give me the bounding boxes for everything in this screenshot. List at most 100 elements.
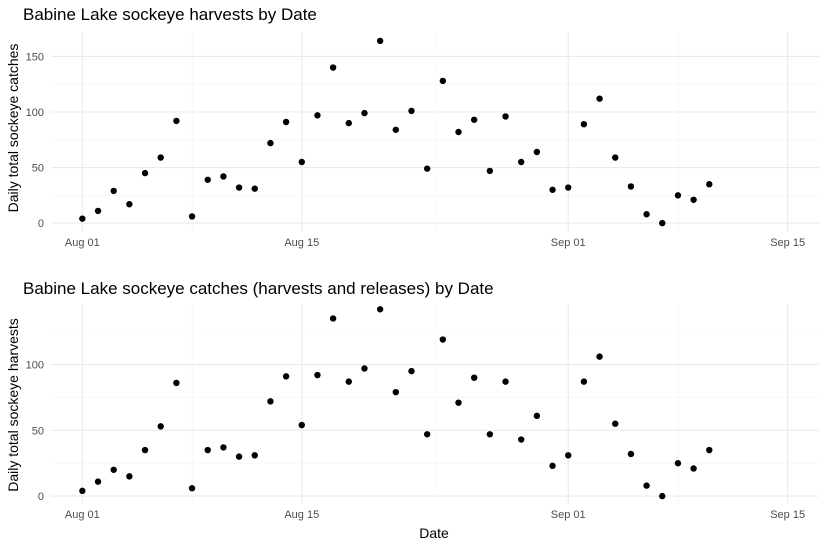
data-point [345, 378, 352, 385]
data-point [706, 181, 713, 188]
data-point [94, 207, 102, 215]
data-point [220, 173, 227, 180]
x-tick-label: Aug 01 [65, 509, 100, 521]
y-tick-label: 100 [26, 107, 44, 119]
data-point [596, 353, 603, 360]
data-point [502, 378, 509, 385]
data-point [173, 379, 180, 387]
x-axis-title: Date [419, 525, 449, 541]
data-point [690, 196, 697, 203]
data-point [706, 446, 713, 454]
data-point [502, 113, 509, 120]
data-point [235, 184, 243, 191]
data-point [659, 492, 666, 500]
data-point [220, 444, 227, 451]
chart-title: Babine Lake sockeye catches (harvests an… [23, 279, 494, 298]
data-point [126, 473, 133, 480]
data-point [345, 119, 352, 127]
data-point [580, 378, 588, 385]
data-point [361, 365, 368, 372]
data-point [298, 421, 305, 429]
data-point [110, 187, 117, 195]
data-point [251, 185, 258, 192]
x-tick-labels: Aug 01 Aug 15 Sep 01 Sep 15 [65, 237, 805, 249]
data-point [204, 176, 211, 183]
data-point [533, 412, 541, 420]
data-point [549, 186, 556, 193]
data-point [565, 184, 572, 191]
y-tick-label: 50 [32, 163, 44, 175]
data-point [110, 466, 117, 473]
data-point [188, 213, 196, 220]
panel-catches: Babine Lake sockeye catches (harvests an… [5, 279, 819, 541]
data-point [423, 431, 431, 438]
data-point [267, 139, 274, 147]
x-tick-label: Sep 01 [551, 237, 586, 249]
data-point [282, 118, 290, 126]
panel-harvests: Babine Lake sockeye harvests by Date Dai… [5, 5, 819, 249]
y-tick-labels: 0 50 100 [26, 360, 44, 504]
grid-lines [51, 32, 819, 232]
data-points [79, 37, 713, 227]
data-point [470, 116, 478, 123]
data-point [643, 211, 650, 218]
data-point [392, 388, 400, 396]
data-point [518, 158, 525, 166]
data-point [439, 336, 447, 343]
data-point [455, 128, 462, 136]
data-point [157, 423, 164, 430]
data-point [470, 374, 478, 381]
data-point [141, 446, 149, 454]
data-point [235, 453, 243, 460]
y-axis-title: Daily total sockeye catches [5, 44, 21, 213]
data-point [251, 452, 258, 459]
y-tick-label: 150 [26, 51, 44, 63]
data-point [643, 482, 650, 489]
data-point [612, 154, 619, 161]
data-point [298, 158, 305, 166]
data-point [674, 192, 682, 199]
data-point [690, 465, 697, 472]
data-point [267, 398, 274, 405]
data-point [439, 77, 447, 85]
data-point [376, 306, 384, 313]
data-point [126, 201, 133, 208]
data-point [565, 452, 572, 459]
data-point [282, 373, 290, 380]
data-point [408, 107, 415, 115]
data-point [204, 446, 211, 454]
y-axis-title: Daily total sockeye harvests [5, 318, 21, 492]
y-tick-label: 100 [26, 360, 44, 372]
data-point [141, 169, 149, 177]
x-tick-label: Aug 01 [65, 237, 100, 249]
data-point [518, 436, 525, 443]
data-point [361, 109, 368, 117]
chart-title: Babine Lake sockeye harvests by Date [23, 5, 317, 24]
data-point [408, 367, 415, 375]
data-point [596, 95, 603, 102]
data-point [79, 215, 86, 222]
x-tick-label: Sep 15 [770, 509, 805, 521]
data-point [533, 148, 541, 156]
grid-lines [51, 304, 819, 504]
data-point [580, 121, 588, 128]
y-tick-label: 50 [32, 425, 44, 437]
data-point [173, 117, 180, 125]
data-point [79, 487, 86, 495]
data-point [94, 478, 102, 485]
data-point [157, 154, 164, 161]
data-point [486, 431, 494, 438]
data-point [486, 167, 494, 175]
data-point [188, 485, 196, 492]
data-point [674, 460, 682, 467]
data-point [549, 462, 556, 470]
y-tick-label: 0 [38, 218, 44, 230]
data-point [627, 450, 635, 458]
x-tick-label: Sep 01 [551, 509, 586, 521]
data-point [455, 399, 462, 406]
x-tick-labels: Aug 01 Aug 15 Sep 01 Sep 15 [65, 509, 805, 521]
data-point [376, 37, 384, 45]
data-point [423, 165, 431, 172]
x-tick-label: Aug 15 [284, 237, 319, 249]
